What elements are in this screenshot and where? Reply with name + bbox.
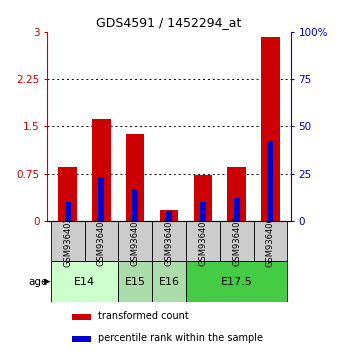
Bar <box>193 176 212 221</box>
Bar <box>126 134 145 221</box>
Text: E15: E15 <box>125 276 146 287</box>
Text: GSM936404: GSM936404 <box>97 216 106 267</box>
Bar <box>227 167 246 221</box>
Bar <box>186 261 287 302</box>
Text: GSM936406: GSM936406 <box>266 216 275 267</box>
Bar <box>51 261 118 302</box>
Bar <box>200 202 206 221</box>
Bar <box>84 221 118 261</box>
Text: E14: E14 <box>74 276 95 287</box>
Text: age: age <box>28 276 48 287</box>
Bar <box>65 202 71 221</box>
Text: transformed count: transformed count <box>98 312 189 321</box>
Bar <box>58 167 77 221</box>
Bar <box>267 142 273 221</box>
Bar <box>261 37 280 221</box>
Bar <box>152 221 186 261</box>
Text: E16: E16 <box>159 276 179 287</box>
Bar <box>132 189 138 221</box>
Bar <box>118 261 152 302</box>
Text: GSM936402: GSM936402 <box>165 216 173 267</box>
Text: GSM936400: GSM936400 <box>198 216 207 267</box>
Bar <box>220 221 254 261</box>
Bar <box>166 211 172 221</box>
Bar <box>98 177 104 221</box>
Bar <box>152 261 186 302</box>
Text: percentile rank within the sample: percentile rank within the sample <box>98 333 263 343</box>
Bar <box>51 221 84 261</box>
Text: GSM936401: GSM936401 <box>232 216 241 267</box>
Bar <box>160 210 178 221</box>
Text: GDS4591 / 1452294_at: GDS4591 / 1452294_at <box>96 16 242 29</box>
Bar <box>254 221 287 261</box>
Bar <box>234 198 240 221</box>
Text: GSM936403: GSM936403 <box>63 216 72 267</box>
Text: GSM936405: GSM936405 <box>131 216 140 267</box>
Bar <box>118 221 152 261</box>
Bar <box>186 221 220 261</box>
Bar <box>92 119 111 221</box>
Text: E17.5: E17.5 <box>221 276 252 287</box>
Bar <box>72 336 91 342</box>
Bar <box>72 314 91 320</box>
